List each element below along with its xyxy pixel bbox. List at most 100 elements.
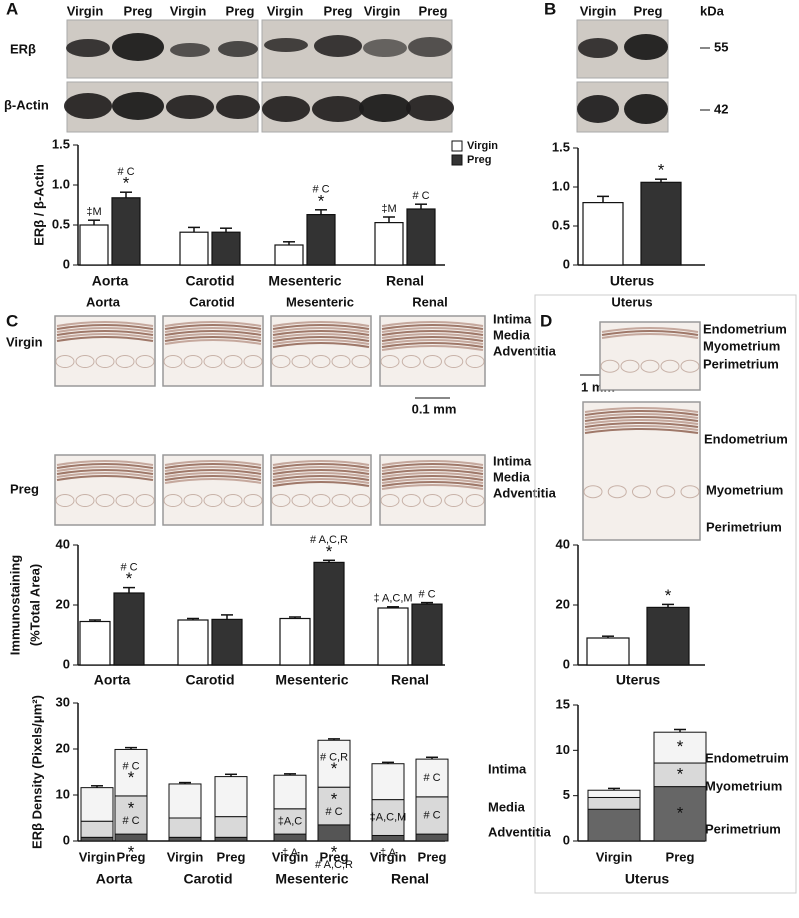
- layer-label: Adventitia: [493, 343, 557, 358]
- tissue-cell: [423, 494, 442, 507]
- blot-band: [262, 96, 310, 122]
- bar: [377, 607, 409, 666]
- blot-band: [64, 93, 112, 119]
- tissue-layer: [381, 466, 484, 472]
- tissue-layer: [56, 469, 154, 475]
- tissue-layer: [272, 342, 370, 348]
- lane-label: Preg: [124, 3, 153, 18]
- bar: [640, 181, 682, 266]
- tissue-layer: [584, 422, 699, 428]
- y-tick-label: 0: [63, 256, 70, 271]
- column-label: Carotid: [189, 294, 235, 309]
- annotation: # A,C,R: [315, 859, 353, 871]
- legend-label: Myometrium: [705, 778, 782, 793]
- tissue-cell: [203, 355, 223, 368]
- y-axis-label: ERβ / β-Actin: [31, 164, 46, 246]
- annotation: ‡ A: [282, 847, 299, 859]
- tissue-cell: [351, 494, 371, 507]
- tissue-layer: [56, 327, 154, 333]
- tissue-layer: [272, 460, 370, 466]
- tissue-layer: [381, 330, 484, 336]
- bar-segment: [415, 833, 449, 842]
- blot-band: [577, 95, 619, 123]
- tissue-layer: [164, 324, 262, 330]
- column-label: Aorta: [86, 294, 121, 309]
- blot-band: [406, 95, 454, 121]
- tissue-cell: [223, 494, 243, 507]
- layer-label: Intima: [493, 453, 532, 468]
- lane-label: Preg: [419, 3, 448, 18]
- y-tick-label: 20: [56, 596, 70, 611]
- tissue-layer: [164, 330, 262, 336]
- tissue-cell: [271, 355, 291, 368]
- tissue-layer: [56, 333, 154, 339]
- bar-segment: [371, 799, 405, 836]
- blot-band: [112, 92, 164, 120]
- tissue-layer: [381, 345, 484, 351]
- layer-label: Perimetrium: [703, 356, 779, 371]
- tissue-layer: [381, 463, 484, 469]
- x-tick-label: Aorta: [94, 672, 131, 688]
- annotation: *: [677, 737, 684, 756]
- tissue-cell: [135, 355, 155, 368]
- tissue-cell: [331, 494, 351, 507]
- panel-letter: A: [6, 0, 18, 18]
- tissue-layer: [381, 324, 484, 330]
- annotation: ‡ A: [380, 847, 397, 859]
- layer-label: Endometrium: [703, 321, 787, 336]
- tissue-cell: [640, 359, 660, 373]
- blot-row-label: ERβ: [10, 41, 36, 56]
- layer-label: Adventitia: [493, 485, 557, 500]
- tissue-cell: [135, 494, 155, 507]
- annotation: # C: [117, 166, 134, 178]
- lane-label: Virgin: [267, 3, 304, 18]
- layer-label: Myometrium: [706, 482, 783, 497]
- bar: [646, 606, 690, 666]
- tissue-cell: [620, 359, 640, 373]
- bar-segment: [114, 833, 148, 842]
- lane-label: Virgin: [364, 3, 401, 18]
- tissue-layer: [381, 342, 484, 348]
- tissue-cell: [380, 355, 400, 368]
- bar-segment: [587, 796, 641, 810]
- tissue-layer: [381, 321, 484, 327]
- y-tick-label: 20: [556, 596, 570, 611]
- panel-letter: D: [540, 311, 552, 330]
- annotation: *: [128, 798, 135, 817]
- bar: [406, 208, 436, 266]
- y-tick-label: 40: [56, 536, 70, 551]
- bar-segment: [587, 808, 641, 842]
- blot-band: [624, 94, 668, 124]
- y-tick-label: 15: [556, 696, 570, 711]
- tissue-layer: [272, 469, 370, 475]
- tissue-cell: [163, 355, 183, 368]
- bar: [211, 618, 243, 666]
- tissue-layer: [164, 463, 262, 469]
- x-tick-label: Renal: [386, 273, 424, 289]
- tissue-cell: [243, 355, 263, 368]
- bar: [582, 202, 624, 266]
- tissue-cell: [243, 494, 263, 507]
- x-tick-label: Virgin: [167, 849, 204, 864]
- y-tick-label: 0.5: [52, 216, 70, 231]
- y-tick-label: 30: [56, 694, 70, 709]
- x-tick-label: Preg: [117, 849, 146, 864]
- panel-letter: C: [6, 311, 18, 330]
- lane-label: Preg: [324, 3, 353, 18]
- tissue-cell: [680, 485, 700, 499]
- bar: [374, 222, 404, 266]
- tissue-layer: [272, 321, 370, 327]
- legend-swatch: [451, 140, 463, 152]
- tissue-cell: [75, 494, 95, 507]
- tissue-layer: [56, 463, 154, 469]
- blot-band: [112, 33, 164, 61]
- unit-label: kDa: [700, 3, 725, 18]
- legend-label: Preg: [467, 154, 491, 166]
- x-tick-label: Virgin: [370, 849, 407, 864]
- annotation: ‡M: [86, 206, 101, 218]
- bar: [79, 224, 109, 266]
- tissue-layer: [164, 460, 262, 466]
- bar: [211, 231, 241, 266]
- annotation: # C: [120, 562, 137, 574]
- x-tick-label: Preg: [320, 849, 349, 864]
